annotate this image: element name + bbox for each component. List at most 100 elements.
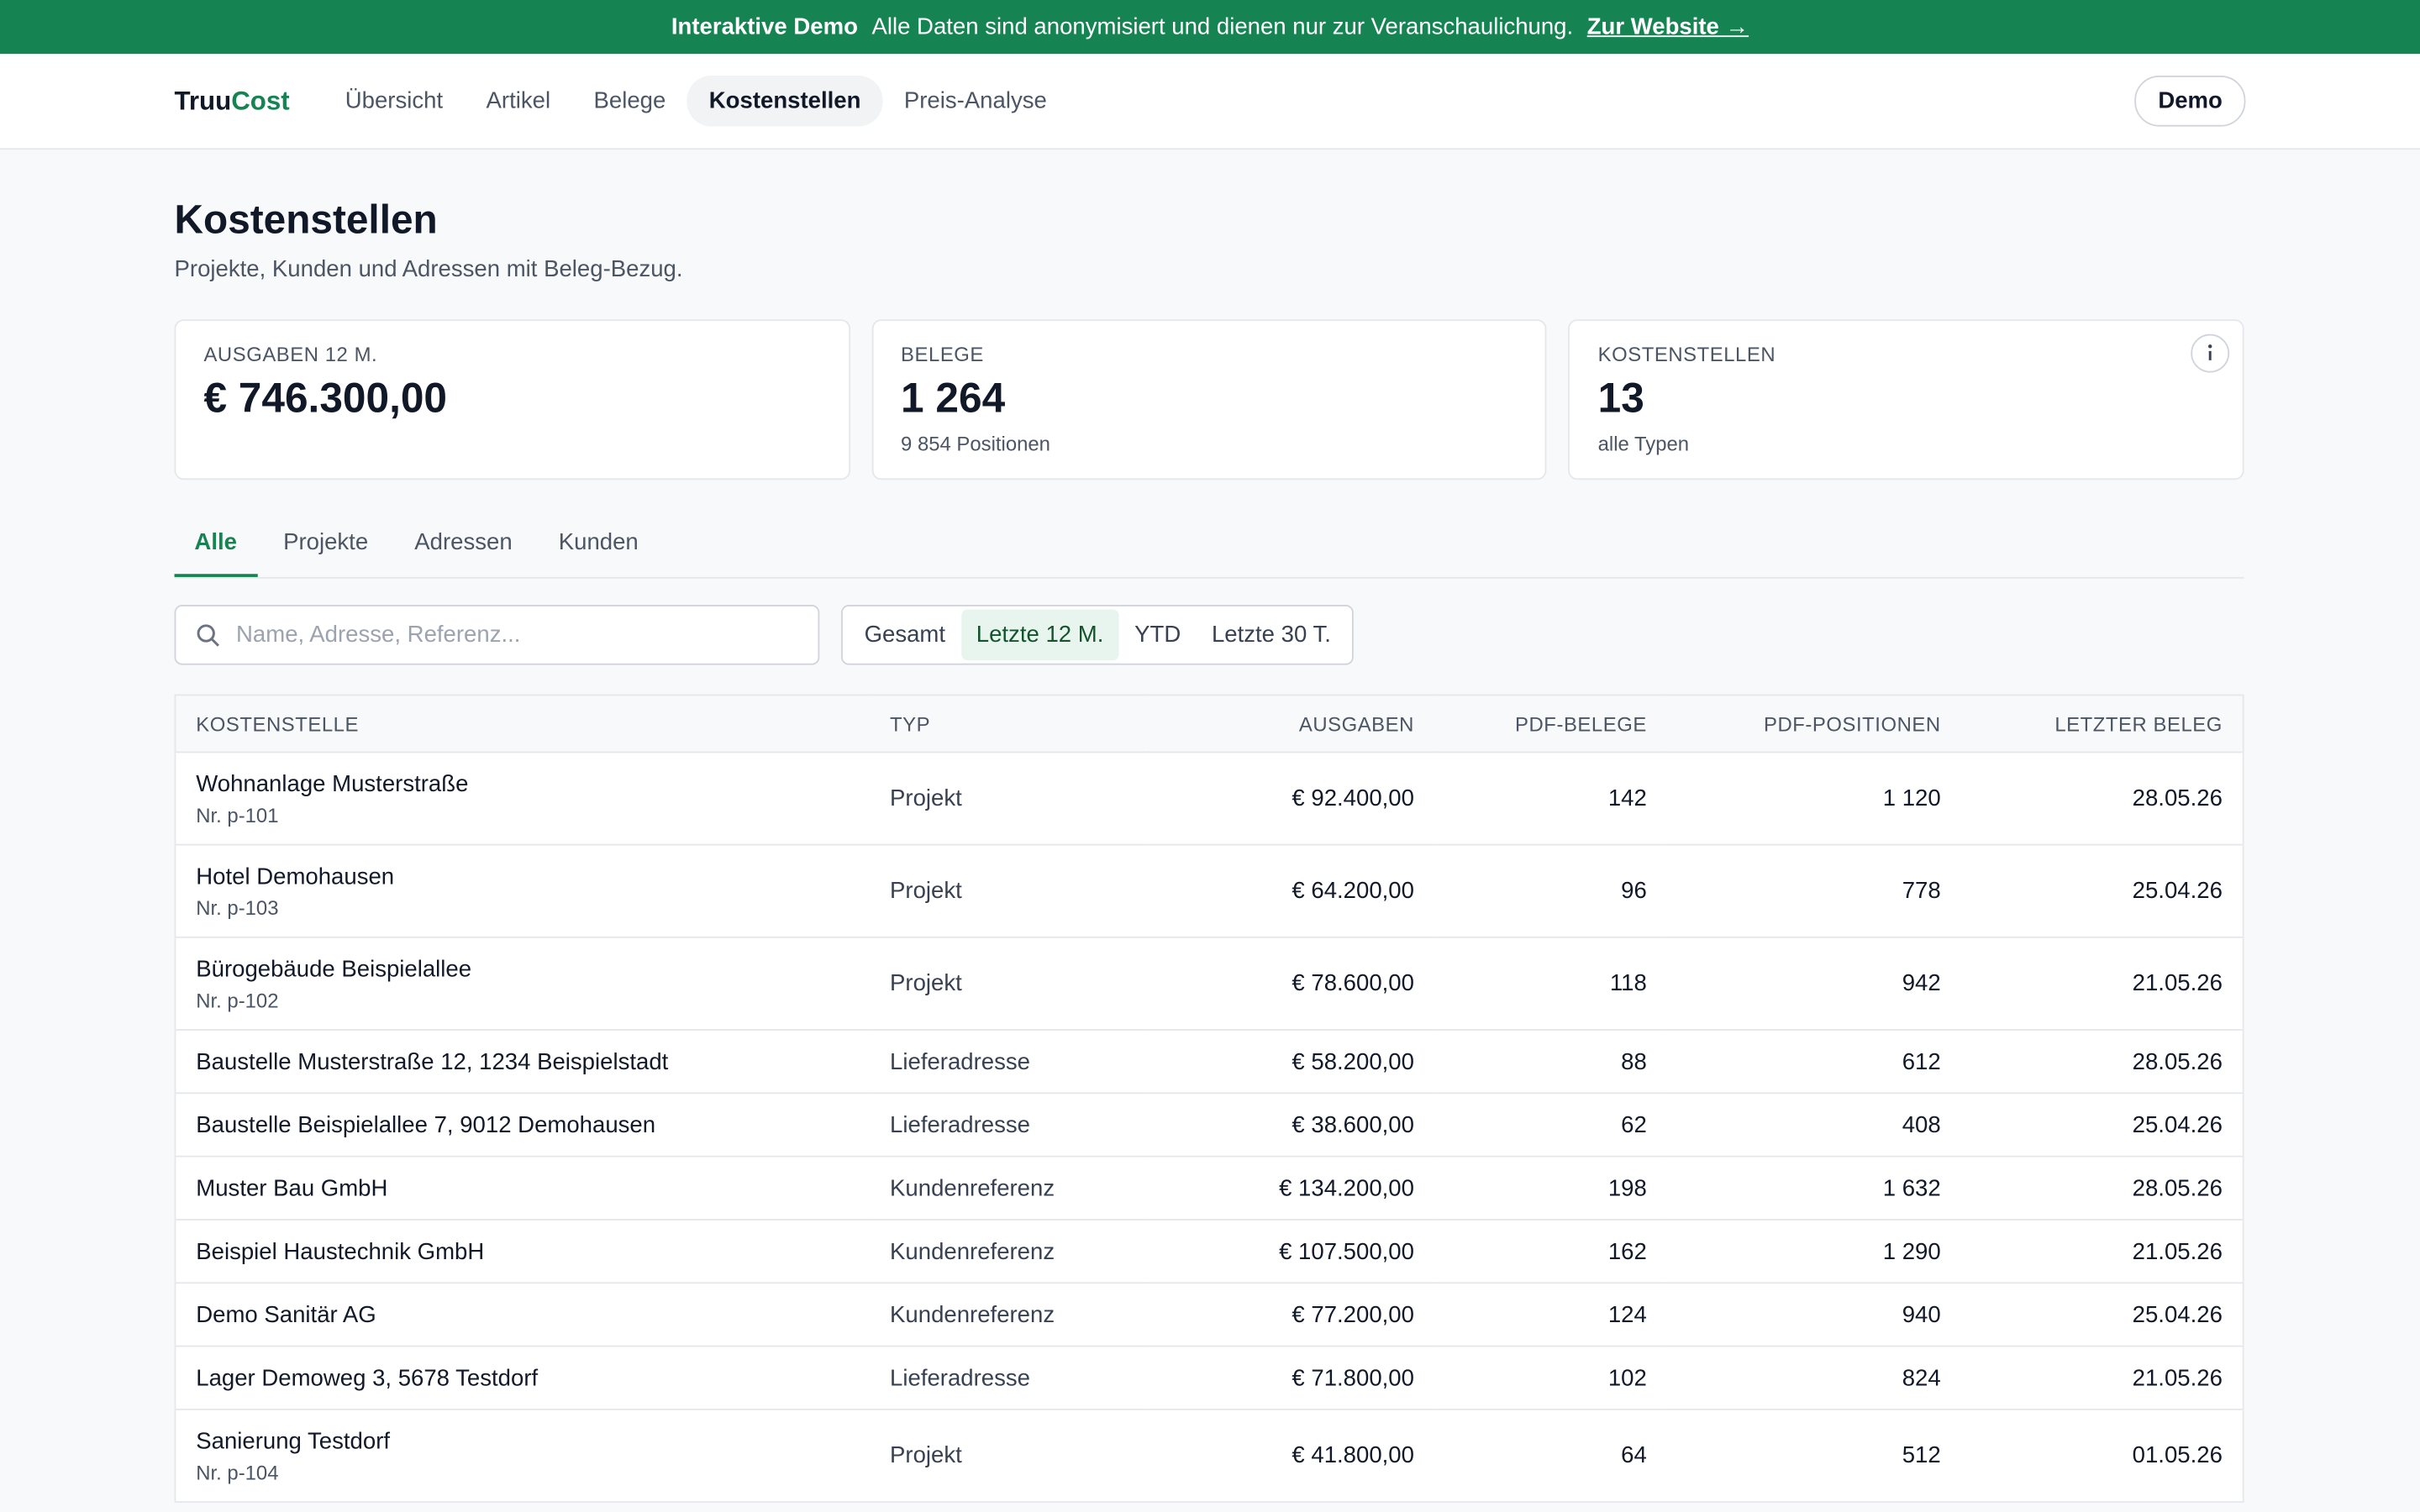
date-cell: 25.04.26 [1960, 1283, 2244, 1347]
table-row[interactable]: Hotel Demohausen Nr. p-103 Projekt € 64.200… [175, 844, 2244, 938]
amount-cell: € 77.200,00 [1147, 1283, 1434, 1347]
user-button[interactable]: Demo [2134, 75, 2246, 127]
cost-center-name: Lager Demoweg 3, 5678 Testdorf [196, 1364, 539, 1391]
tab[interactable]: Adressen [414, 528, 513, 556]
period-option[interactable]: YTD [1134, 622, 1181, 648]
items-cell: 1 632 [1666, 1156, 1961, 1221]
cost-center-name: Hotel Demohausen [196, 863, 395, 890]
stats: AUSGABEN 12 M. € 746.300,00 BELEGE 1 264 9 8… [174, 319, 2244, 480]
name-cell: Baustelle Beispielallee 7, 9012 Demohaus… [175, 1093, 871, 1158]
name-cell: Hotel Demohausen Nr. p-103 [175, 844, 871, 938]
cost-center-number: Nr. p-103 [196, 895, 279, 919]
cost-center-name: Baustelle Musterstraße 12, 1234 Beispiel… [196, 1048, 669, 1075]
type-cell: Lieferadresse [870, 1030, 1148, 1095]
website-link[interactable]: Zur Website → [1586, 13, 1749, 40]
nav-item[interactable]: Kostenstellen [687, 75, 883, 127]
type-cell: Lieferadresse [870, 1346, 1148, 1410]
nav-item[interactable]: Artikel [486, 87, 551, 114]
column-header: AUSGABEN [1147, 695, 1434, 753]
date-cell: 25.04.26 [1960, 1093, 2244, 1158]
main: Kostenstellen Projekte, Kunden und Adres… [0, 196, 2420, 1503]
stat-sub: alle Typen [1597, 432, 1690, 455]
stat-card: BELEGE 1 264 9 854 Positionen [871, 319, 1548, 480]
type-cell: Kundenreferenz [870, 1283, 1148, 1347]
table-row[interactable]: Muster Bau GmbH Kundenreferenz € 134.200,0… [175, 1156, 2244, 1221]
type-cell: Projekt [870, 752, 1148, 846]
cost-center-name: Wohnanlage Musterstraße [196, 770, 469, 797]
search-placeholder: Name, Adresse, Referenz... [236, 622, 521, 648]
items-cell: 824 [1666, 1346, 1961, 1410]
column-header: KOSTENSTELLE [175, 695, 871, 753]
stat-value: 13 [1597, 375, 1644, 422]
stat-sub: 9 854 Positionen [901, 432, 1050, 455]
amount-cell: € 41.800,00 [1147, 1409, 1434, 1503]
search-box[interactable]: Name, Adresse, Referenz... [174, 604, 820, 665]
period-option[interactable]: Letzte 30 T. [1211, 622, 1331, 648]
docs-cell: 64 [1434, 1409, 1667, 1503]
cost-table: KOSTENSTELLE TYP AUSGABEN PDF-BELEGE PDF-POS… [174, 694, 2244, 1503]
banner-text: Alle Daten sind anonymisiert und dienen … [871, 13, 1574, 40]
table-row[interactable]: Lager Demoweg 3, 5678 Testdorf Lieferadre… [175, 1346, 2244, 1410]
docs-cell: 102 [1434, 1346, 1667, 1410]
nav-item[interactable]: Belege [593, 87, 666, 114]
type-cell: Lieferadresse [870, 1093, 1148, 1158]
amount-cell: € 58.200,00 [1147, 1030, 1434, 1095]
nav-item[interactable]: Übersicht [345, 87, 444, 114]
cost-center-number: Nr. p-104 [196, 1460, 279, 1484]
nav-item[interactable]: Preis-Analyse [903, 87, 1047, 114]
tabs: Alle Projekte Adressen Kunden [174, 514, 2244, 579]
date-cell: 21.05.26 [1960, 1219, 2244, 1284]
stat-value: 1 264 [901, 375, 1006, 422]
date-cell: 21.05.26 [1960, 1346, 2244, 1410]
banner-title: Interaktive Demo [671, 13, 858, 40]
column-header: TYP [870, 695, 1148, 753]
stat-card: KOSTENSTELLEN 13 alle Typen [1568, 319, 2244, 480]
stat-label: BELEGE [901, 342, 984, 366]
demo-banner: Interaktive Demo Alle Daten sind anonymi… [0, 0, 2420, 55]
docs-cell: 198 [1434, 1156, 1667, 1221]
name-cell: Lager Demoweg 3, 5678 Testdorf [175, 1346, 871, 1410]
controls: Name, Adresse, Referenz... Gesamt Letzte … [174, 604, 2244, 665]
brand[interactable]: TruuCost [175, 86, 290, 117]
page-title: Kostenstellen [174, 196, 438, 243]
cost-center-name: Bürogebäude Beispielallee [196, 955, 472, 983]
column-header: LETZTER BELEG [1960, 695, 2244, 753]
table-row[interactable]: Baustelle Beispielallee 7, 9012 Demohaus… [175, 1093, 2244, 1158]
table-row[interactable]: Wohnanlage Musterstraße Nr. p-101 Projekt €… [175, 752, 2244, 846]
table-row[interactable]: Sanierung Testdorf Nr. p-104 Projekt € 41.8… [175, 1409, 2244, 1503]
type-cell: Projekt [870, 844, 1148, 938]
period-option[interactable]: Gesamt [864, 622, 946, 648]
name-cell: Beispiel Haustechnik GmbH [175, 1219, 871, 1284]
docs-cell: 88 [1434, 1030, 1667, 1095]
tab[interactable]: Projekte [283, 528, 369, 556]
docs-cell: 118 [1434, 937, 1667, 1031]
stat-label: KOSTENSTELLEN [1597, 342, 1776, 366]
cost-center-name: Beispiel Haustechnik GmbH [196, 1237, 485, 1265]
tab[interactable]: Kunden [558, 528, 639, 556]
period-option[interactable]: Letzte 12 M. [960, 609, 1119, 661]
table-row[interactable]: Demo Sanitär AG Kundenreferenz € 77.200,00… [175, 1283, 2244, 1347]
tab[interactable]: Alle [174, 514, 257, 577]
items-cell: 942 [1666, 937, 1961, 1031]
name-cell: Demo Sanitär AG [175, 1283, 871, 1347]
table-row[interactable]: Baustelle Musterstraße 12, 1234 Beispiel… [175, 1030, 2244, 1095]
docs-cell: 142 [1434, 752, 1667, 846]
type-cell: Projekt [870, 937, 1148, 1031]
cost-center-name: Sanierung Testdorf [196, 1427, 391, 1455]
amount-cell: € 64.200,00 [1147, 844, 1434, 938]
name-cell: Bürogebäude Beispielallee Nr. p-102 [175, 937, 871, 1031]
nav-items: Übersicht Artikel Belege Kostenstellen Preis… [324, 75, 1069, 127]
cost-center-name: Muster Bau GmbH [196, 1174, 388, 1201]
docs-cell: 96 [1434, 844, 1667, 938]
amount-cell: € 92.400,00 [1147, 752, 1434, 846]
period-filter: Gesamt Letzte 12 M. YTD Letzte 30 T. [841, 604, 1355, 665]
date-cell: 28.05.26 [1960, 1030, 2244, 1095]
table-row[interactable]: Bürogebäude Beispielallee Nr. p-102 Projek… [175, 937, 2244, 1031]
table-row[interactable]: Beispiel Haustechnik GmbH Kundenreferenz €… [175, 1219, 2244, 1284]
items-cell: 512 [1666, 1409, 1961, 1503]
docs-cell: 162 [1434, 1219, 1667, 1284]
info-icon[interactable] [2190, 333, 2230, 374]
type-cell: Kundenreferenz [870, 1219, 1148, 1284]
name-cell: Sanierung Testdorf Nr. p-104 [175, 1409, 871, 1503]
table-body: Wohnanlage Musterstraße Nr. p-101 Projekt €… [175, 752, 2244, 1503]
